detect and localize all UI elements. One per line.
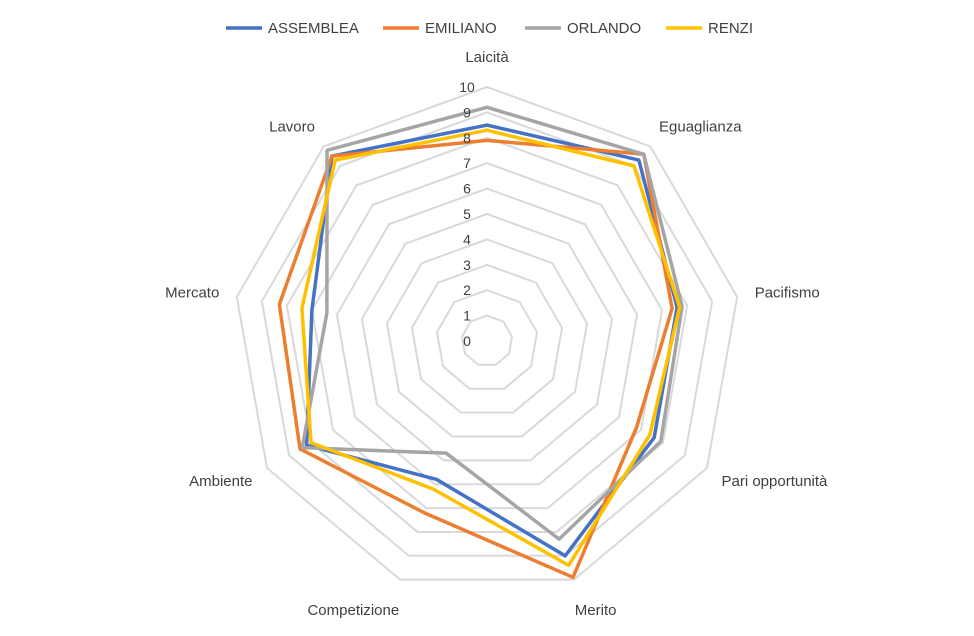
radar-grid xyxy=(235,85,739,581)
category-label-0: Laicità xyxy=(465,49,509,66)
tick-label-7: 7 xyxy=(463,155,471,171)
category-label-6: Ambiente xyxy=(189,473,252,490)
legend-label-orlando: ORLANDO xyxy=(567,20,641,37)
tick-label-4: 4 xyxy=(463,231,471,247)
category-label-1: Eguaglianza xyxy=(659,119,742,136)
category-label-5: Competizione xyxy=(307,602,399,619)
category-label-3: Pari opportunità xyxy=(722,473,829,490)
series-line-renzi xyxy=(300,128,682,568)
series-line-orlando xyxy=(300,105,684,541)
grid-ring-5 xyxy=(360,212,614,462)
legend: ASSEMBLEA EMILIANO ORLANDO RENZI xyxy=(226,20,753,37)
tick-label-0: 0 xyxy=(463,333,471,349)
legend-label-renzi: RENZI xyxy=(708,20,753,37)
tick-label-2: 2 xyxy=(463,282,471,298)
tick-label-10: 10 xyxy=(459,79,475,95)
grid-ring-3 xyxy=(410,263,564,414)
grid-ring-2 xyxy=(435,289,539,390)
grid-ring-9 xyxy=(260,111,714,557)
category-label-2: Pacifismo xyxy=(755,284,820,301)
tick-label-1: 1 xyxy=(463,308,471,324)
grid-ring-6 xyxy=(335,187,639,486)
tick-label-5: 5 xyxy=(463,206,471,222)
series-line-emiliano xyxy=(277,138,674,580)
tick-label-9: 9 xyxy=(463,104,471,120)
radar-series xyxy=(277,105,684,580)
legend-label-emiliano: EMILIANO xyxy=(425,20,497,37)
tick-label-3: 3 xyxy=(463,257,471,273)
grid-ring-1 xyxy=(460,314,514,366)
grid-ring-4 xyxy=(385,238,589,438)
grid-ring-10 xyxy=(235,85,739,581)
legend-label-assemblea: ASSEMBLEA xyxy=(268,20,359,37)
radial-tick-labels: 0 1 2 3 4 5 6 7 8 9 10 xyxy=(459,79,475,349)
category-label-7: Mercato xyxy=(165,284,219,301)
category-label-8: Lavoro xyxy=(269,119,315,136)
tick-label-8: 8 xyxy=(463,130,471,146)
category-label-4: Merito xyxy=(575,602,617,619)
tick-label-6: 6 xyxy=(463,181,471,197)
category-labels: Laicità Eguaglianza Pacifismo Pari opportun… xyxy=(165,49,828,619)
